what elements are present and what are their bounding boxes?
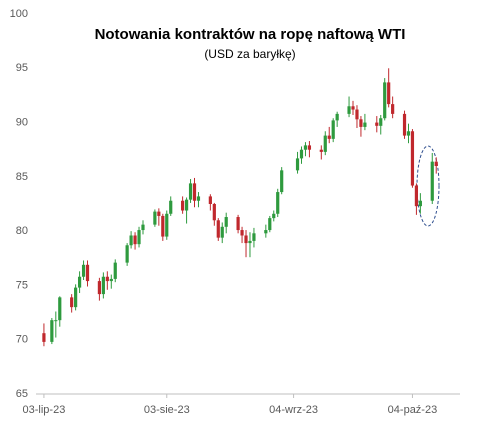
x-tick-label: 04-wrz-23 — [269, 404, 318, 416]
candle-body — [85, 264, 90, 282]
y-tick-label: 70 — [16, 334, 28, 346]
candle-body — [50, 320, 54, 342]
candle-body — [347, 106, 351, 114]
candle-body — [295, 158, 300, 171]
candle-body — [387, 82, 391, 105]
candle-body — [363, 122, 367, 127]
y-tick-label: 100 — [10, 8, 28, 20]
candle-body — [188, 183, 193, 200]
chart-title: Notowania kontraktów na ropę naftową WTI — [95, 26, 406, 43]
candle-body — [169, 200, 173, 214]
candle-body — [391, 104, 395, 114]
candle-body — [264, 230, 268, 234]
candle-body — [157, 211, 161, 216]
candle-body — [402, 113, 407, 136]
candle-body — [220, 226, 224, 238]
candle-body — [414, 185, 419, 207]
candle-body — [105, 276, 109, 282]
candle-body — [208, 196, 212, 204]
candle-body — [410, 131, 415, 186]
candle-body — [129, 235, 133, 246]
candle-body — [97, 281, 102, 295]
chart-subtitle: (USD za baryłkę) — [204, 47, 295, 61]
candle-body — [101, 276, 105, 295]
candle-body — [81, 264, 86, 277]
candle-body — [244, 235, 248, 244]
y-tick-label: 90 — [16, 116, 28, 128]
y-tick-label: 65 — [16, 388, 28, 400]
candle-body — [42, 333, 46, 342]
y-tick-label: 75 — [16, 279, 28, 291]
candle-body — [165, 213, 169, 237]
candle-body — [70, 297, 74, 308]
candle-body — [236, 217, 240, 231]
candle-body — [379, 118, 383, 126]
highlight-ellipse — [416, 145, 440, 227]
candle-body — [268, 218, 272, 231]
candle-body — [240, 230, 244, 236]
candle-body — [303, 145, 308, 150]
x-tick-label: 03-sie-23 — [144, 404, 190, 416]
candle-body — [184, 199, 189, 211]
candle-body — [351, 106, 355, 110]
candle-body — [319, 149, 323, 152]
candle-body — [434, 161, 438, 166]
candle-body — [181, 200, 185, 211]
candle-body — [125, 245, 129, 263]
candle-body — [141, 224, 145, 231]
candle-body — [383, 82, 387, 119]
y-tick-label: 80 — [16, 225, 28, 237]
candle-body — [331, 120, 335, 139]
candle-body — [418, 200, 422, 207]
y-tick-label: 95 — [16, 62, 28, 74]
candle-body — [224, 217, 228, 227]
candle-body — [77, 276, 82, 288]
candle-body — [252, 233, 256, 241]
candle-body — [161, 215, 165, 237]
candle-body — [133, 235, 137, 245]
candle-body — [153, 211, 157, 225]
candle-body — [196, 196, 201, 201]
candle-body — [58, 297, 62, 321]
candle-body — [375, 122, 379, 126]
candle-body — [280, 170, 284, 193]
candle-body — [406, 131, 411, 136]
candle-body — [137, 230, 141, 245]
candle-body — [216, 220, 220, 238]
candle-body — [192, 183, 197, 201]
candle-body — [113, 262, 117, 279]
candle-body — [323, 135, 327, 152]
candle-body — [359, 119, 363, 127]
candle-body — [212, 204, 216, 221]
candle-body — [307, 145, 312, 150]
candle-body — [335, 113, 339, 121]
x-tick-label: 03-lip-23 — [23, 404, 66, 416]
candle-body — [430, 161, 434, 201]
candle-body — [109, 278, 113, 282]
candle-body — [299, 149, 304, 159]
candle-body — [74, 287, 78, 308]
candle-body — [327, 135, 331, 139]
candle-body — [248, 240, 252, 244]
candle-body — [276, 192, 280, 214]
candle-body — [355, 109, 359, 120]
y-tick-label: 85 — [16, 171, 28, 183]
x-tick-label: 04-paź-23 — [388, 404, 438, 416]
candle-body — [54, 320, 58, 322]
candle-body — [272, 213, 276, 219]
